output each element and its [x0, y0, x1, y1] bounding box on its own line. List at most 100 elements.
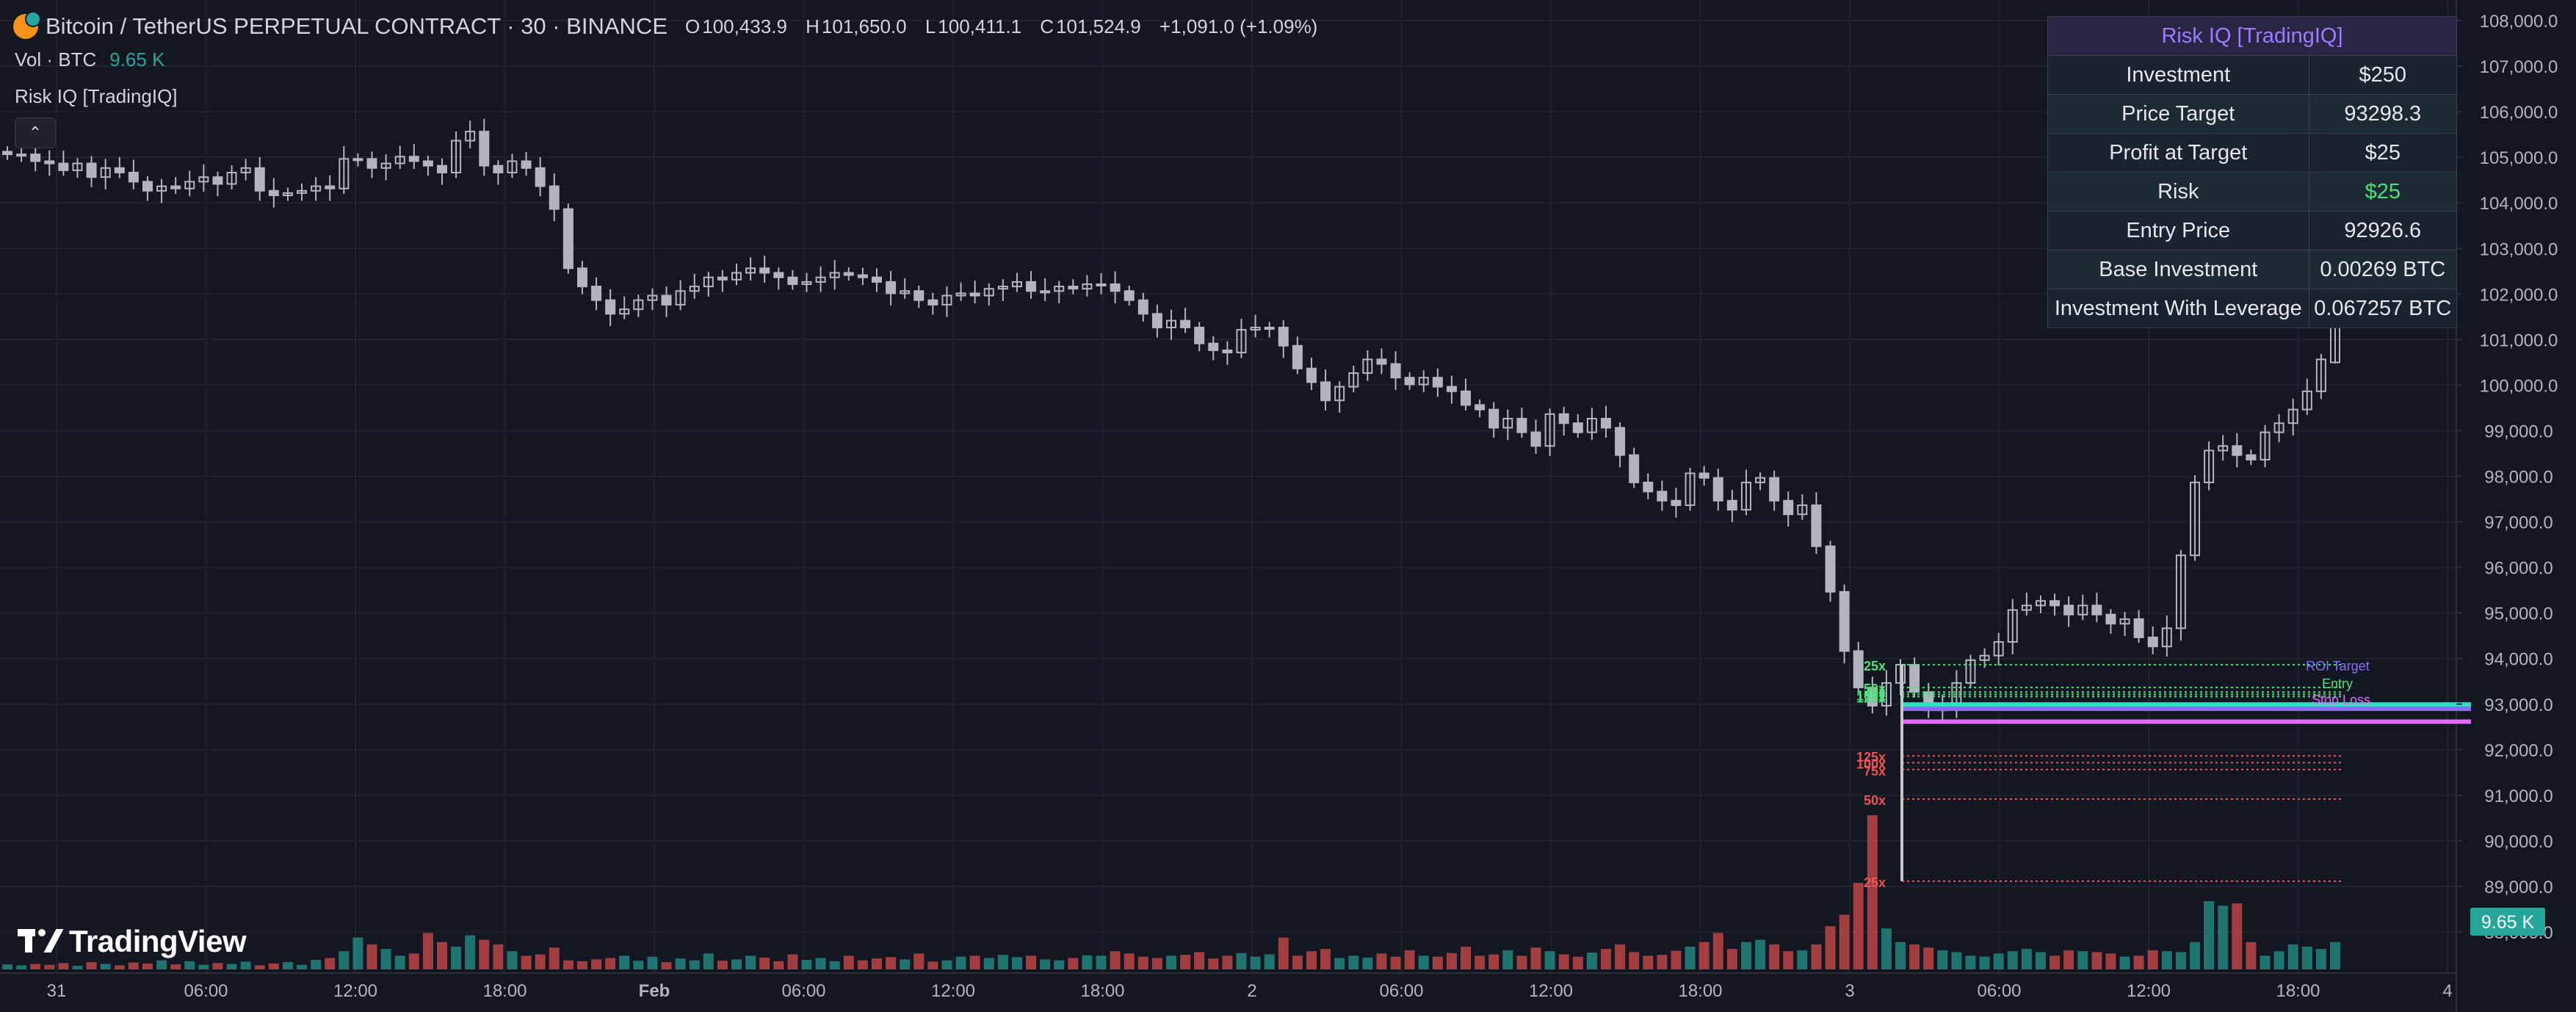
candle	[633, 294, 644, 317]
candle	[661, 286, 672, 317]
candle	[1306, 357, 1317, 390]
volume-bar	[591, 959, 602, 969]
volume-bar	[535, 954, 546, 969]
risk-row-label: Entry Price	[2047, 211, 2309, 250]
volume-bar	[1558, 954, 1569, 969]
price-axis-label: 90,000.0	[2484, 832, 2553, 852]
candle	[1208, 336, 1219, 361]
candle	[913, 285, 925, 308]
candle	[58, 151, 69, 176]
volume-bar	[170, 964, 181, 969]
risk-row-label: Price Target	[2047, 94, 2309, 134]
price-axis-label: 92,000.0	[2484, 741, 2553, 761]
volume-bar	[325, 958, 336, 969]
candle	[619, 296, 630, 319]
volume-bar	[1404, 950, 1415, 969]
volume-bar	[1726, 949, 1737, 969]
volume-bar	[1698, 941, 1710, 969]
candle	[1475, 399, 1486, 418]
candle	[352, 153, 363, 167]
candle	[1740, 469, 1751, 516]
time-axis-label: 18:00	[1080, 981, 1124, 1001]
volume-bar	[1586, 953, 1597, 969]
candle	[1755, 472, 1766, 491]
price-axis-label: 94,000.0	[2484, 650, 2553, 670]
volume-bar	[1110, 951, 1121, 969]
long-level-label: 25x	[1864, 659, 1886, 673]
time-axis-label: Feb	[639, 981, 670, 1001]
candle	[1643, 473, 1654, 499]
volume-bar	[1951, 952, 1962, 969]
volume-bar	[2049, 955, 2061, 969]
candle	[1432, 368, 1443, 397]
volume-bar	[1222, 955, 1233, 969]
short-level-label: 100x	[1856, 757, 1886, 772]
volume-bar	[2091, 952, 2102, 969]
volume-bar	[44, 964, 55, 969]
candle	[156, 178, 167, 203]
bitcoin-icon	[13, 11, 41, 39]
volume-bar	[675, 958, 686, 969]
volume-bar	[2301, 947, 2312, 969]
volume-bar	[2007, 951, 2018, 969]
candle	[1488, 402, 1499, 438]
candle	[254, 156, 265, 201]
volume-bar	[2218, 906, 2229, 969]
candle	[549, 173, 560, 222]
short-level-label: 75x	[1864, 764, 1886, 778]
indicator-legend[interactable]: Risk IQ [TradingIQ]	[15, 85, 178, 107]
long-level-label: 50x	[1864, 682, 1886, 696]
volume-bar	[731, 959, 742, 969]
volume-bar	[717, 961, 728, 969]
volume-bar	[1278, 937, 1289, 969]
time-axis-label: 18:00	[2276, 981, 2320, 1001]
risk-row-label: Investment	[2047, 55, 2309, 95]
candle	[1853, 642, 1864, 693]
volume-bar	[1783, 951, 1794, 969]
time-axis-label: 06:00	[781, 981, 825, 1001]
open-value: 100,433.9	[702, 15, 787, 37]
volume-bar	[1461, 947, 1472, 969]
volume-bar	[479, 939, 490, 969]
candle	[2133, 610, 2144, 643]
candle	[198, 164, 209, 192]
risk-table-title: Risk IQ [TradingIQ]	[2047, 16, 2457, 56]
symbol-title[interactable]: Bitcoin / TetherUS PERPETUAL CONTRACT · …	[46, 13, 667, 39]
collapse-legend-button[interactable]: ⌃	[15, 118, 56, 148]
candle	[1362, 350, 1373, 381]
volume-bar	[913, 953, 925, 969]
candle	[1769, 470, 1780, 511]
volume-bar	[1825, 926, 1836, 969]
long-level-label: 125x	[1856, 691, 1886, 706]
candle	[857, 267, 868, 286]
candle	[1572, 413, 1583, 438]
time-axis-label: 18:00	[482, 981, 527, 1001]
volume-bar	[380, 949, 391, 969]
risk-row-label: Risk	[2047, 172, 2309, 212]
volume-bar	[1839, 914, 1850, 969]
price-axis-label: 102,000.0	[2480, 285, 2558, 305]
price-axis-label: 104,000.0	[2480, 194, 2558, 214]
volume-bar	[927, 961, 938, 969]
candle	[1054, 281, 1065, 304]
volume-bar	[703, 953, 714, 969]
volume-bar	[633, 961, 644, 969]
volume-bar	[2035, 952, 2046, 969]
volume-bar	[2161, 951, 2172, 969]
tradingview-logo[interactable]: TradingView	[18, 924, 247, 959]
volume-bar	[1250, 956, 1261, 969]
volume-bar	[997, 955, 1008, 969]
candle	[408, 143, 419, 170]
volume-bar	[2, 964, 12, 969]
risk-row-value: 0.067257 BTC	[2308, 289, 2458, 328]
volume-bar	[2190, 941, 2201, 969]
candle	[226, 165, 237, 189]
volume-bar	[142, 963, 153, 969]
risk-row-value: 0.00269 BTC	[2308, 250, 2458, 289]
volume-bar	[366, 944, 377, 969]
volume-legend[interactable]: Vol · BTC 9.65 K	[15, 48, 164, 71]
candles	[2, 118, 2340, 720]
time-axis-label: 12:00	[2127, 981, 2171, 1001]
candle	[969, 281, 980, 304]
